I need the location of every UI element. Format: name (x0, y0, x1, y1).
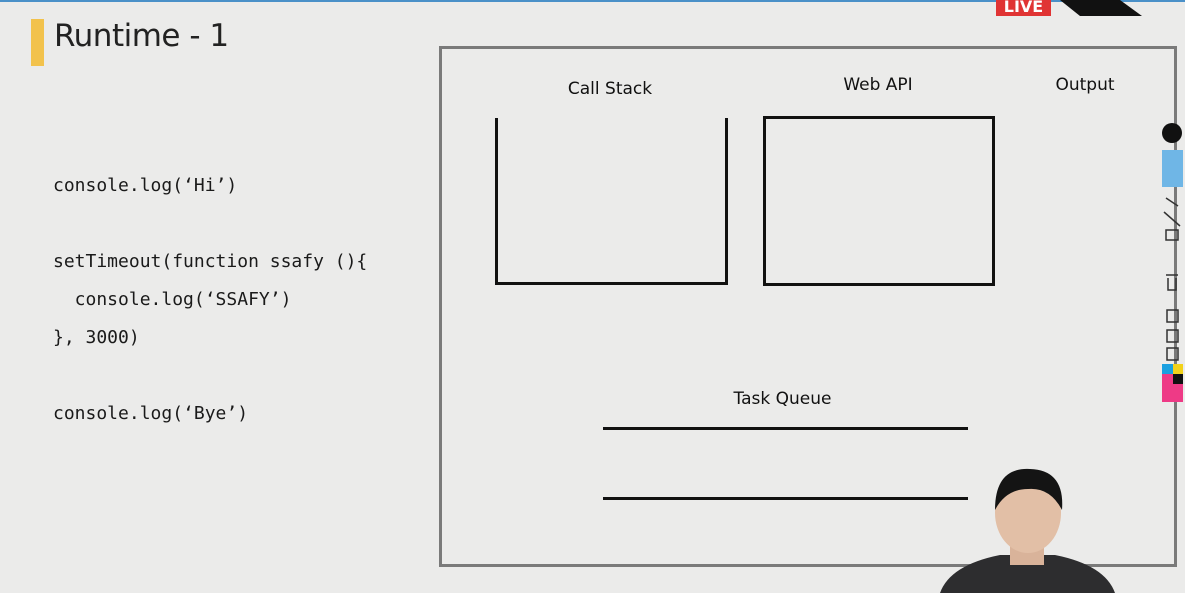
tool-icon[interactable] (1166, 347, 1179, 361)
code-line: console.log(‘SSAFY’) (53, 289, 292, 310)
logo-shape (1060, 0, 1142, 16)
code-line: console.log(‘Hi’) (53, 175, 238, 196)
logo-shape (1060, 0, 1142, 16)
code-line: setTimeout(function ssafy (){ (53, 251, 368, 272)
tool-icon[interactable] (1163, 211, 1181, 227)
call-stack-box (495, 118, 728, 285)
presenter (940, 468, 1115, 593)
call-stack-label: Call Stack (567, 79, 653, 99)
color-swatch[interactable] (1173, 364, 1183, 374)
queue-line (603, 427, 968, 430)
color-swatch[interactable] (1162, 364, 1173, 374)
toolbar (1162, 123, 1183, 402)
web-api-label: Web API (843, 75, 913, 95)
slide-title: Runtime - 1 (54, 18, 229, 54)
tool-active[interactable] (1162, 150, 1183, 187)
top-border (0, 0, 1185, 2)
code-line: console.log(‘Bye’) (53, 403, 249, 424)
color-swatch[interactable] (1173, 374, 1183, 384)
web-api-box (763, 116, 995, 286)
output-label: Output (1055, 75, 1115, 95)
color-swatch[interactable] (1173, 384, 1183, 402)
presenter-body (940, 555, 1115, 593)
title-accent (31, 19, 44, 66)
tool-icon[interactable] (1162, 123, 1182, 143)
queue-line (603, 497, 968, 500)
diagram-frame (439, 46, 1177, 567)
tool-icon[interactable] (1166, 309, 1179, 323)
tool-icon[interactable] (1165, 229, 1179, 241)
tool-icon[interactable] (1166, 329, 1179, 343)
tool-icon[interactable] (1165, 197, 1179, 207)
live-badge: LIVE (996, 0, 1051, 16)
code-line: }, 3000) (53, 327, 140, 348)
presenter-face (995, 473, 1061, 553)
presenter-hair (995, 468, 1063, 510)
tool-icon[interactable] (1166, 274, 1178, 291)
color-swatch[interactable] (1162, 374, 1173, 402)
task-queue-label: Task Queue (733, 389, 832, 409)
